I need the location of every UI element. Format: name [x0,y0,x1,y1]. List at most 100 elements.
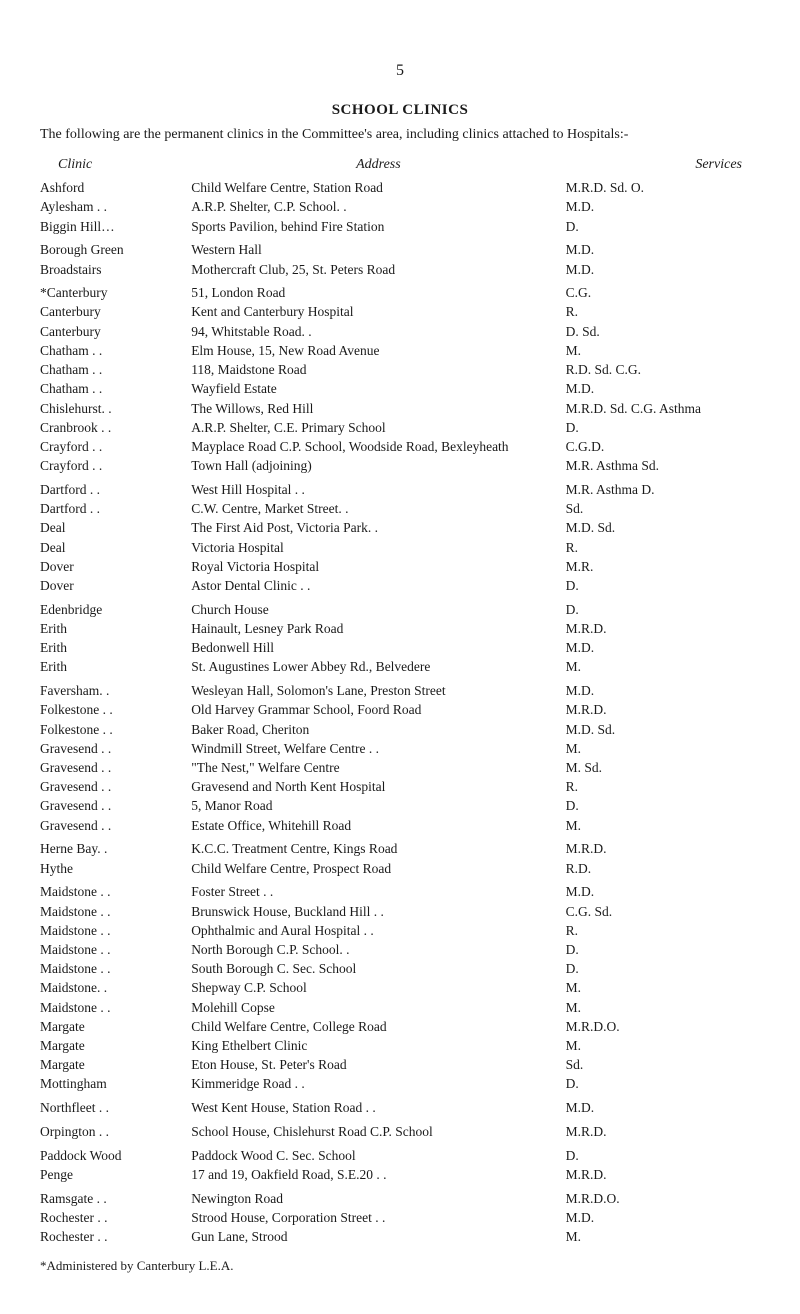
cell-clinic: Chatham . . [40,361,191,380]
table-row: CanterburyKent and Canterbury HospitalR. [40,303,760,322]
table-row: Maidstone . .Foster Street . .M.D. [40,878,760,902]
cell-clinic: Gravesend . . [40,816,191,835]
cell-services: R.D. [566,859,760,878]
cell-services: M. [566,998,760,1017]
cell-services: M.R.D.O. [566,1185,760,1209]
table-row: Penge17 and 19, Oakfield Road, S.E.20 . … [40,1165,760,1184]
cell-address: Brunswick House, Buckland Hill . . [191,902,565,921]
table-row: Biggin Hill…Sports Pavilion, behind Fire… [40,217,760,236]
cell-clinic: Maidstone . . [40,998,191,1017]
table-row: Crayford . .Town Hall (adjoining)M.R. As… [40,457,760,476]
cell-services: M. [566,1228,760,1247]
cell-address: A.R.P. Shelter, C.E. Primary School [191,418,565,437]
cell-address: Kimmeridge Road . . [191,1075,565,1094]
cell-address: 51, London Road [191,279,565,303]
table-row: Gravesend . ."The Nest," Welfare CentreM… [40,758,760,777]
table-row: Maidstone. .Shepway C.P. SchoolM. [40,979,760,998]
table-row: BroadstairsMothercraft Club, 25, St. Pet… [40,260,760,279]
cell-services: M.D. [566,380,760,399]
cell-clinic: Dover [40,557,191,576]
cell-services: M.D. [566,198,760,217]
table-row: Cranbrook . .A.R.P. Shelter, C.E. Primar… [40,418,760,437]
cell-clinic: Deal [40,538,191,557]
cell-clinic: Chislehurst. . [40,399,191,418]
cell-address: Victoria Hospital [191,538,565,557]
cell-services: M.D. Sd. [566,519,760,538]
cell-services: M.R.D.O. [566,1017,760,1036]
cell-address: Strood House, Corporation Street . . [191,1208,565,1227]
clinics-table: Clinic Address Services AshfordChild Wel… [40,155,760,1247]
table-row: ErithSt. Augustines Lower Abbey Rd., Bel… [40,658,760,677]
cell-address: The Willows, Red Hill [191,399,565,418]
page-number: 5 [40,60,760,82]
cell-clinic: Margate [40,1037,191,1056]
cell-clinic: Aylesham . . [40,198,191,217]
table-row: Dartford . .West Hill Hospital . .M.R. A… [40,476,760,500]
cell-clinic: Dartford . . [40,500,191,519]
table-row: Maidstone . .Molehill CopseM. [40,998,760,1017]
cell-services: D. [566,960,760,979]
cell-clinic: Orpington . . [40,1118,191,1142]
cell-address: Astor Dental Clinic . . [191,577,565,596]
cell-address: Wesleyan Hall, Solomon's Lane, Preston S… [191,677,565,701]
cell-clinic: Chatham . . [40,380,191,399]
table-row: Orpington . .School House, Chislehurst R… [40,1118,760,1142]
cell-services: D. [566,940,760,959]
header-address: Address [191,155,565,179]
cell-services: M.R. Asthma Sd. [566,457,760,476]
cell-clinic: Borough Green [40,236,191,260]
cell-address: South Borough C. Sec. School [191,960,565,979]
cell-address: Western Hall [191,236,565,260]
cell-services: D. [566,217,760,236]
table-row: Ramsgate . .Newington RoadM.R.D.O. [40,1185,760,1209]
cell-services: M.D. [566,236,760,260]
cell-clinic: Edenbridge [40,596,191,620]
table-row: MargateKing Ethelbert ClinicM. [40,1037,760,1056]
cell-services: M.D. Sd. [566,720,760,739]
cell-services: M.D. [566,639,760,658]
table-row: MargateChild Welfare Centre, College Roa… [40,1017,760,1036]
cell-services: D. [566,418,760,437]
cell-address: Baker Road, Cheriton [191,720,565,739]
cell-clinic: Margate [40,1017,191,1036]
table-row: Crayford . .Mayplace Road C.P. School, W… [40,437,760,456]
cell-address: "The Nest," Welfare Centre [191,758,565,777]
cell-address: The First Aid Post, Victoria Park. . [191,519,565,538]
table-row: Folkestone . .Baker Road, CheritonM.D. S… [40,720,760,739]
cell-clinic: Crayford . . [40,437,191,456]
cell-services: D. [566,1142,760,1166]
table-row: DoverAstor Dental Clinic . .D. [40,577,760,596]
cell-address: Gun Lane, Strood [191,1228,565,1247]
cell-clinic: *Canterbury [40,279,191,303]
cell-services: R. [566,538,760,557]
table-row: Maidstone . .North Borough C.P. School. … [40,940,760,959]
cell-clinic: Dover [40,577,191,596]
cell-address: Mothercraft Club, 25, St. Peters Road [191,260,565,279]
cell-clinic: Mottingham [40,1075,191,1094]
table-row: HytheChild Welfare Centre, Prospect Road… [40,859,760,878]
cell-services: C.G. Sd. [566,902,760,921]
cell-services: D. [566,797,760,816]
table-row: MargateEton House, St. Peter's RoadSd. [40,1056,760,1075]
table-row: Rochester . .Gun Lane, StroodM. [40,1228,760,1247]
cell-services: M.D. [566,1094,760,1118]
header-clinic: Clinic [40,155,191,179]
cell-services: R. [566,778,760,797]
table-row: *Canterbury51, London RoadC.G. [40,279,760,303]
cell-clinic: Erith [40,639,191,658]
table-row: Maidstone . .Ophthalmic and Aural Hospit… [40,921,760,940]
cell-services: M. [566,979,760,998]
cell-services: M. [566,658,760,677]
cell-address: King Ethelbert Clinic [191,1037,565,1056]
cell-address: Child Welfare Centre, Prospect Road [191,859,565,878]
cell-services: D. [566,577,760,596]
cell-address: Mayplace Road C.P. School, Woodside Road… [191,437,565,456]
cell-services: D. [566,1075,760,1094]
table-row: Maidstone . .South Borough C. Sec. Schoo… [40,960,760,979]
cell-address: Royal Victoria Hospital [191,557,565,576]
table-row: Gravesend . .Gravesend and North Kent Ho… [40,778,760,797]
cell-address: School House, Chislehurst Road C.P. Scho… [191,1118,565,1142]
cell-services: M.R.D. [566,619,760,638]
cell-address: West Hill Hospital . . [191,476,565,500]
cell-address: Wayfield Estate [191,380,565,399]
